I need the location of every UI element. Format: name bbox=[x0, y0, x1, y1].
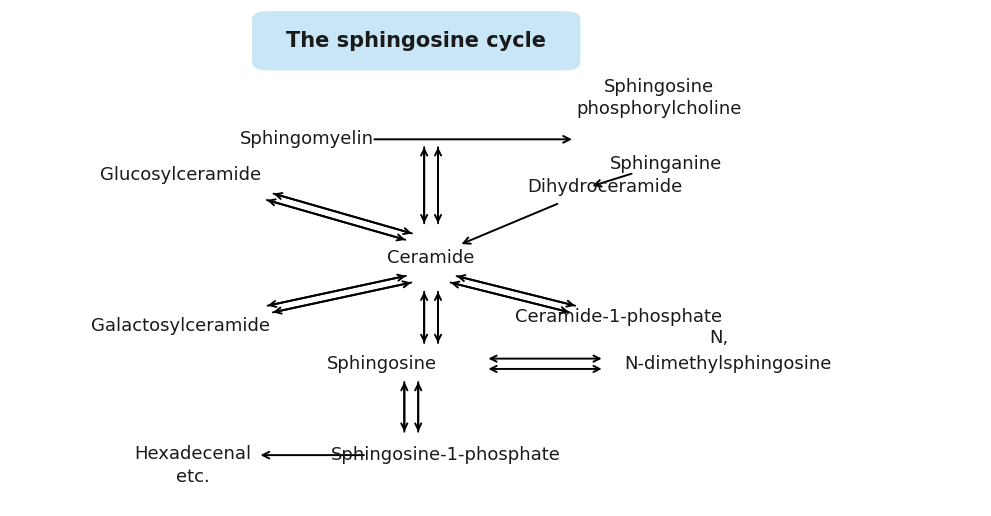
Text: Sphinganine: Sphinganine bbox=[609, 155, 722, 173]
Text: Galactosylceramide: Galactosylceramide bbox=[91, 317, 270, 335]
Text: Ceramide-1-phosphate: Ceramide-1-phosphate bbox=[514, 309, 722, 326]
Text: Hexadecenal
etc.: Hexadecenal etc. bbox=[135, 445, 252, 486]
Text: N-dimethylsphingosine: N-dimethylsphingosine bbox=[624, 355, 832, 373]
FancyBboxPatch shape bbox=[253, 12, 580, 70]
Text: Dihydroceramide: Dihydroceramide bbox=[527, 178, 682, 196]
Text: Sphingosine-1-phosphate: Sphingosine-1-phosphate bbox=[331, 446, 561, 464]
Text: The sphingosine cycle: The sphingosine cycle bbox=[286, 31, 546, 51]
Text: Sphingosine: Sphingosine bbox=[326, 355, 437, 373]
Text: Sphingomyelin: Sphingomyelin bbox=[240, 131, 375, 148]
Text: N,: N, bbox=[709, 329, 728, 347]
Text: Sphingosine
phosphorylcholine: Sphingosine phosphorylcholine bbox=[577, 78, 741, 118]
Text: Glucosylceramide: Glucosylceramide bbox=[100, 167, 261, 184]
Text: Ceramide: Ceramide bbox=[387, 249, 475, 267]
